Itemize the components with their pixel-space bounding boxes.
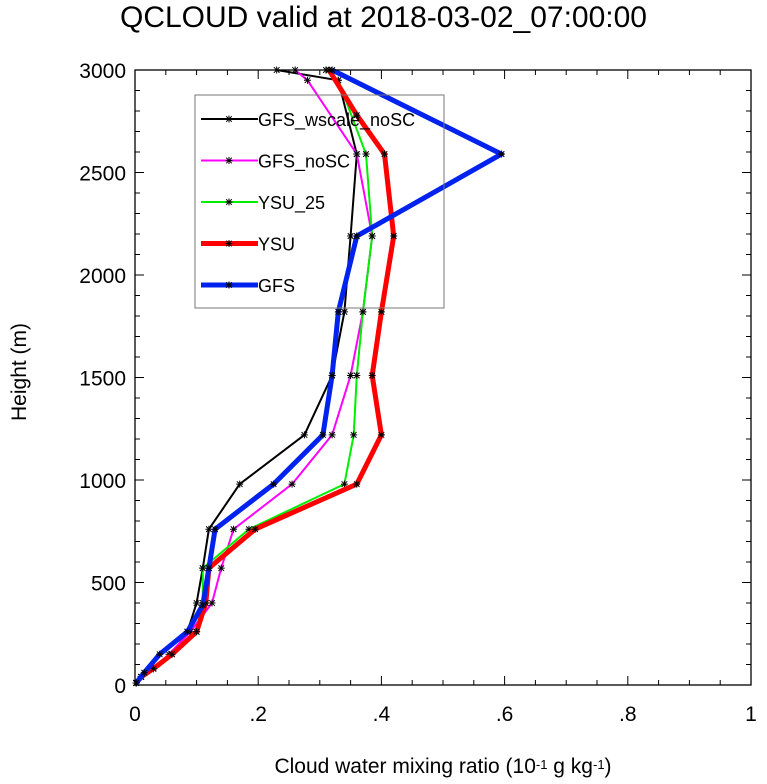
data-point-marker — [319, 431, 327, 439]
data-point-marker — [377, 308, 385, 316]
data-point-marker — [353, 150, 361, 158]
x-axis-label-suffix: ) — [604, 755, 612, 778]
plot-frame — [134, 69, 752, 686]
x-axis-label-exp2: -1 — [592, 757, 605, 772]
data-point-marker — [236, 480, 244, 488]
data-point-marker — [368, 232, 376, 240]
data-point-marker — [199, 601, 207, 609]
data-point-marker — [340, 308, 348, 316]
data-point-marker — [368, 371, 376, 379]
data-point-marker — [498, 150, 506, 158]
legend-marker — [225, 157, 233, 164]
data-point-marker — [353, 111, 361, 119]
data-point-marker — [193, 599, 201, 607]
data-point-marker — [390, 232, 398, 240]
y-tick-label: 0 — [114, 675, 126, 698]
data-point-marker — [168, 650, 176, 658]
x-tick-label: 0 — [129, 703, 141, 726]
y-axis-label: Height (m) — [8, 322, 31, 421]
legend-box — [194, 94, 445, 309]
data-point-marker — [377, 431, 385, 439]
y-tick-label: 1500 — [79, 368, 126, 391]
y-tick-label: 1000 — [79, 470, 126, 493]
y-tick-label: 2000 — [79, 265, 126, 288]
legend-marker — [225, 281, 233, 289]
x-axis-label-prefix: Cloud water mixing ratio (10 — [274, 755, 536, 778]
data-point-marker — [347, 232, 355, 240]
data-point-marker — [340, 480, 348, 488]
data-point-marker — [380, 150, 388, 158]
x-tick-label: .4 — [373, 703, 391, 726]
data-point-marker — [353, 480, 361, 488]
data-point-marker — [183, 628, 191, 636]
data-point-marker — [140, 669, 148, 677]
data-point-marker — [205, 564, 213, 572]
legend-label: GFS_noSC — [258, 152, 350, 173]
data-point-marker — [217, 564, 225, 572]
data-point-marker — [199, 564, 207, 572]
data-point-marker — [300, 431, 308, 439]
x-axis-label-mid: g kg — [547, 755, 593, 778]
legend-marker — [225, 115, 233, 123]
y-tick-label: 3000 — [79, 60, 126, 83]
series-layer — [132, 66, 506, 687]
data-point-marker — [211, 525, 219, 533]
data-point-marker — [230, 525, 238, 533]
data-point-marker — [193, 628, 201, 636]
data-point-marker — [288, 480, 296, 488]
y-tick-label: 500 — [91, 573, 126, 596]
legend-marker — [225, 198, 233, 206]
data-point-marker — [334, 308, 342, 316]
x-tick-label: .6 — [496, 703, 514, 726]
legend-label: GFS_wscale_noSC — [258, 110, 415, 131]
data-point-marker — [353, 371, 361, 379]
data-point-marker — [350, 431, 358, 439]
data-point-marker — [132, 679, 140, 687]
chart-title: QCLOUD valid at 2018-03-02_07:00:00 — [120, 1, 647, 34]
data-point-marker — [156, 650, 164, 658]
series-line — [134, 68, 397, 685]
data-point-marker — [245, 525, 253, 533]
data-point-marker — [328, 431, 336, 439]
legend-label: YSU_25 — [258, 193, 325, 214]
x-axis-label: Cloud water mixing ratio (10-1 g kg-1) — [135, 754, 751, 780]
data-point-marker — [251, 525, 259, 533]
x-tick-label: .2 — [249, 703, 267, 726]
legend-marker — [225, 240, 233, 247]
data-point-marker — [353, 232, 361, 240]
y-tick-label: 2500 — [79, 163, 126, 186]
data-point-marker — [334, 76, 342, 84]
x-axis-label-exp1: -1 — [535, 757, 548, 772]
data-point-marker — [362, 150, 370, 158]
data-point-marker — [347, 371, 355, 379]
series-line — [134, 67, 504, 685]
legend-label: GFS — [258, 276, 295, 296]
data-point-marker — [270, 480, 278, 488]
data-point-marker — [202, 599, 210, 607]
data-point-marker — [303, 76, 311, 84]
data-point-marker — [208, 599, 216, 607]
axis-ticks: 0 .2 .4 .6 .8 1 0 500 1000 1500 2000 2500 3000 — [79, 60, 757, 726]
legend-label: YSU — [258, 235, 295, 255]
data-point-marker — [328, 371, 336, 379]
data-point-marker — [205, 525, 213, 533]
x-tick-label: 1 — [745, 703, 757, 726]
x-tick-label: .8 — [619, 703, 637, 726]
data-point-marker — [149, 665, 157, 673]
legend: GFS_wscale_noSC GFS_noSC YSU_25 YSU GFS — [194, 94, 445, 309]
data-point-marker — [359, 308, 367, 316]
